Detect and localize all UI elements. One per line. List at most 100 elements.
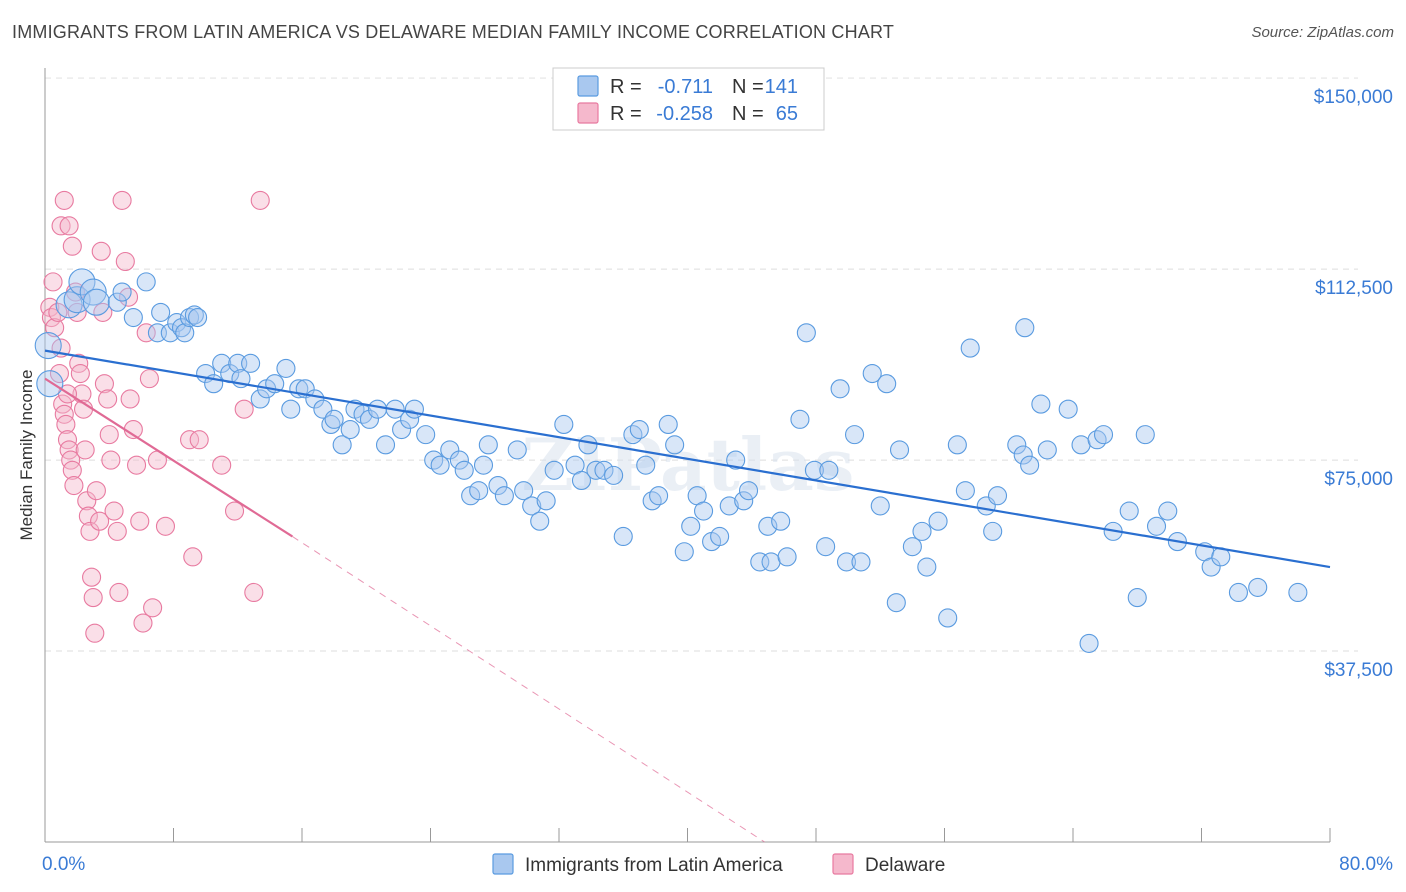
latin-america-point-26 <box>241 353 261 373</box>
delaware-point-21 <box>69 353 89 373</box>
latin-america-point-76 <box>629 419 649 440</box>
latin-america-point-60 <box>494 486 514 506</box>
latin-america-point-43 <box>367 399 388 419</box>
latin-america-point-69 <box>571 470 592 491</box>
latin-america-point-95 <box>771 511 791 531</box>
latin-america-point-80 <box>658 414 678 434</box>
latin-america-point-73 <box>604 465 624 485</box>
latin-america-point-72 <box>594 460 614 480</box>
latin-america-point-136 <box>1158 501 1178 521</box>
latin-america-point-44 <box>375 435 396 455</box>
latin-america-point-57 <box>473 455 494 475</box>
latin-america-point-105 <box>851 552 871 572</box>
latin-america-trend-line <box>44 349 1331 569</box>
latin-america-point-77 <box>636 455 656 475</box>
trend-lines <box>44 349 1331 843</box>
latin-america-point-1 <box>36 370 64 398</box>
y-tick-label-1: $75,000 <box>1324 469 1393 490</box>
latin-america-point-30 <box>276 358 296 378</box>
latin-america-point-56 <box>469 481 489 501</box>
latin-america-point-15 <box>171 318 192 338</box>
latin-america-point-39 <box>340 419 360 440</box>
latin-america-point-83 <box>681 516 701 536</box>
latin-america-point-64 <box>530 511 550 531</box>
legend-r-label-1: R = <box>610 76 642 98</box>
delaware-point-2 <box>43 272 63 292</box>
latin-america-point-2 <box>55 291 83 319</box>
delaware-point-11 <box>59 440 79 460</box>
latin-america-point-66 <box>544 460 564 480</box>
y-axis-label: Median Family Income <box>17 369 36 540</box>
delaware-point-4 <box>48 302 68 322</box>
delaware-point-40 <box>104 501 124 521</box>
latin-america-point-19 <box>188 307 208 328</box>
latin-america-point-115 <box>947 435 967 455</box>
delaware-point-10 <box>57 430 78 450</box>
latin-america-point-87 <box>710 526 730 547</box>
legend-n-value-2: 65 <box>776 103 798 125</box>
latin-america-point-96 <box>777 547 797 567</box>
latin-america-point-7 <box>107 292 127 312</box>
delaware-point-18 <box>62 236 82 256</box>
delaware-point-57 <box>183 547 203 567</box>
bottom-legend-swatch-pink <box>832 853 854 875</box>
delaware-point-30 <box>83 588 103 608</box>
delaware-point-39 <box>101 450 121 470</box>
latin-america-point-85 <box>694 501 714 521</box>
latin-america-point-47 <box>400 409 420 429</box>
y-tick-labels: $37,500 $75,000 $112,500 $150,000 <box>1314 87 1393 681</box>
latin-america-point-4 <box>68 268 96 296</box>
latin-america-point-108 <box>877 374 897 394</box>
delaware-point-5 <box>49 363 70 384</box>
latin-america-point-52 <box>440 440 460 460</box>
delaware-point-12 <box>61 450 81 470</box>
delaware-point-25 <box>75 440 95 460</box>
delaware-trend-line <box>44 377 293 538</box>
latin-america-point-100 <box>816 537 836 557</box>
latin-america-point-111 <box>912 521 932 541</box>
axes <box>44 68 1331 843</box>
latin-america-point-90 <box>734 491 754 511</box>
delaware-point-7 <box>53 394 73 414</box>
latin-america-point-75 <box>623 425 643 445</box>
latin-america-point-78 <box>642 491 662 511</box>
chart-title: IMMIGRANTS FROM LATIN AMERICA VS DELAWAR… <box>12 22 895 42</box>
latin-america-point-141 <box>1228 582 1248 603</box>
latin-america-point-119 <box>983 521 1003 541</box>
latin-america-point-145 <box>1015 318 1035 338</box>
latin-america-point-103 <box>836 552 857 572</box>
grid-lines <box>45 77 1358 652</box>
latin-america-point-16 <box>175 323 195 343</box>
latin-america-point-38 <box>332 435 352 455</box>
latin-america-point-36 <box>321 414 341 434</box>
x-tick-label-1: 80.0% <box>1339 854 1393 875</box>
legend: R = -0.711 N = 141 R = -0.258 N = 65 <box>552 67 825 131</box>
delaware-point-42 <box>109 582 129 603</box>
delaware-point-27 <box>78 506 98 526</box>
latin-america-point-6 <box>82 288 110 316</box>
latin-america-point-134 <box>1135 425 1155 445</box>
latin-america-point-123 <box>1020 455 1040 475</box>
latin-america-point-98 <box>796 323 816 343</box>
delaware-point-38 <box>99 425 119 445</box>
latin-america-point-11 <box>151 302 171 322</box>
delaware-point-13 <box>62 460 82 480</box>
latin-america-point-126 <box>1058 399 1078 419</box>
latin-america-point-112 <box>917 557 937 577</box>
latin-america-point-58 <box>478 435 498 455</box>
legend-r-value-2: -0.258 <box>656 103 713 125</box>
delaware-point-26 <box>77 491 97 511</box>
delaware-point-43 <box>112 190 132 210</box>
latin-america-point-121 <box>1007 435 1027 455</box>
latin-america-point-59 <box>488 476 508 496</box>
delaware-points <box>40 190 270 643</box>
latin-america-point-53 <box>449 450 469 470</box>
latin-america-point-92 <box>750 552 770 572</box>
latin-america-point-27 <box>250 389 270 409</box>
latin-america-point-51 <box>430 455 450 475</box>
delaware-point-62 <box>244 582 264 603</box>
latin-america-point-110 <box>902 537 922 557</box>
delaware-point-50 <box>133 613 153 633</box>
latin-america-point-70 <box>578 435 598 455</box>
latin-america-point-91 <box>738 481 759 501</box>
